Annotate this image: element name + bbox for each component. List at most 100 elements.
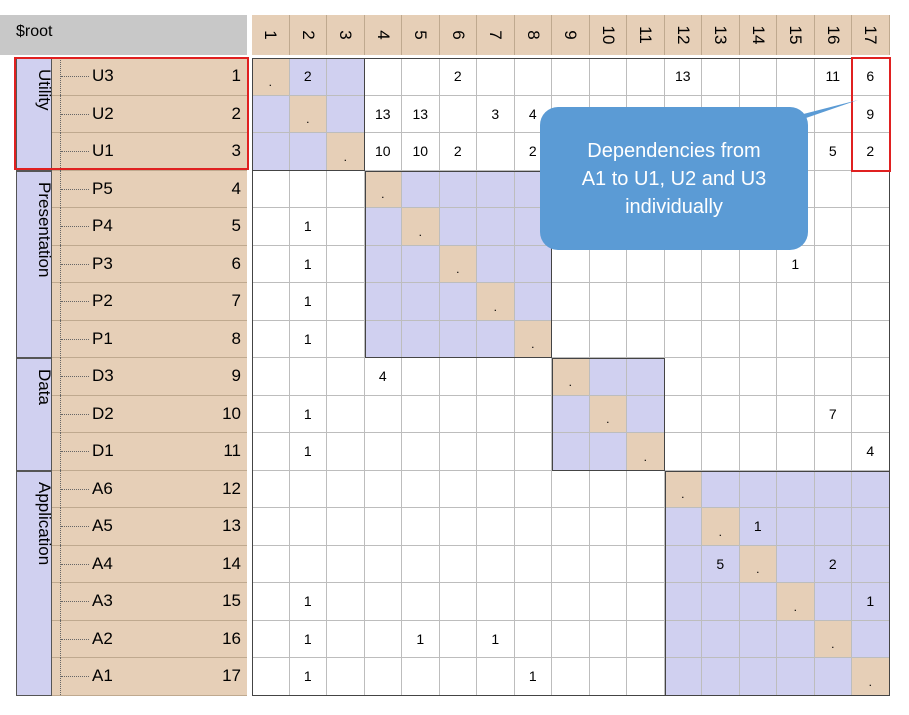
matrix-cell bbox=[664, 320, 702, 358]
matrix-cell bbox=[439, 508, 477, 546]
matrix-cell bbox=[777, 395, 815, 433]
matrix-cell bbox=[514, 620, 552, 658]
row-number: 5 bbox=[231, 216, 241, 235]
matrix-cell bbox=[777, 283, 815, 321]
row-name: A4 bbox=[92, 553, 113, 573]
row-header: U2 2 bbox=[52, 94, 247, 133]
matrix-cell bbox=[777, 620, 815, 658]
row-name: D1 bbox=[92, 441, 114, 460]
matrix-cell bbox=[252, 283, 290, 321]
dependency-cell: 1 bbox=[739, 508, 777, 546]
matrix-cell bbox=[514, 358, 552, 396]
row-name: U1 bbox=[92, 141, 114, 160]
matrix-cell bbox=[477, 545, 515, 583]
row-name: U3 bbox=[92, 66, 114, 85]
matrix-cell bbox=[552, 245, 590, 283]
matrix-cell bbox=[252, 170, 290, 208]
row-name: D2 bbox=[92, 403, 114, 423]
matrix-cell bbox=[514, 508, 552, 546]
callout-line-1: Dependencies from bbox=[587, 140, 761, 162]
column-header: 3 bbox=[327, 15, 365, 55]
group-data: Data bbox=[16, 358, 54, 471]
row-number: 13 bbox=[222, 516, 241, 535]
matrix-cell bbox=[327, 508, 365, 546]
tree-connector bbox=[60, 394, 93, 433]
row-number: 9 bbox=[231, 366, 241, 385]
matrix-cell bbox=[777, 508, 815, 546]
matrix-cell bbox=[289, 133, 327, 171]
matrix-cell bbox=[552, 283, 590, 321]
matrix-cell bbox=[477, 583, 515, 621]
matrix-cell bbox=[514, 583, 552, 621]
row-number: 15 bbox=[222, 591, 241, 610]
dependency-cell: 5 bbox=[702, 545, 740, 583]
matrix-cell bbox=[402, 58, 440, 96]
matrix-cell bbox=[664, 508, 702, 546]
matrix-cell bbox=[289, 545, 327, 583]
matrix-cell bbox=[627, 583, 665, 621]
column-header: 1 bbox=[252, 15, 290, 55]
row-header: P3 6 bbox=[52, 244, 247, 283]
row-number: 16 bbox=[222, 628, 241, 648]
matrix-cell bbox=[552, 58, 590, 96]
matrix-cell bbox=[364, 620, 402, 658]
matrix-cell bbox=[364, 245, 402, 283]
matrix-cell bbox=[852, 620, 890, 658]
matrix-cell bbox=[252, 95, 290, 133]
matrix-cell bbox=[589, 283, 627, 321]
matrix-cell bbox=[739, 583, 777, 621]
matrix-cell bbox=[627, 508, 665, 546]
matrix-cell bbox=[402, 170, 440, 208]
row-header: A1 17 bbox=[52, 657, 247, 696]
row-name: A6 bbox=[92, 478, 113, 498]
diagonal-cell: . bbox=[552, 358, 590, 396]
matrix-cell bbox=[739, 620, 777, 658]
matrix-cell bbox=[739, 245, 777, 283]
matrix-cell bbox=[439, 395, 477, 433]
matrix-cell bbox=[252, 470, 290, 508]
matrix-cell bbox=[777, 433, 815, 471]
matrix-cell bbox=[364, 508, 402, 546]
matrix-cell bbox=[402, 283, 440, 321]
row-number: 8 bbox=[231, 328, 241, 348]
row-name: A5 bbox=[92, 516, 113, 535]
matrix-cell bbox=[327, 583, 365, 621]
matrix-cell bbox=[739, 283, 777, 321]
row-name: D3 bbox=[92, 366, 114, 385]
row-header: P5 4 bbox=[52, 169, 247, 208]
matrix-cell bbox=[477, 508, 515, 546]
matrix-cell bbox=[252, 583, 290, 621]
tree-connector bbox=[60, 469, 93, 508]
matrix-cell bbox=[627, 320, 665, 358]
matrix-cell bbox=[664, 620, 702, 658]
matrix-cell bbox=[777, 470, 815, 508]
column-header: 15 bbox=[777, 15, 815, 55]
matrix-cell bbox=[364, 545, 402, 583]
diagonal-cell: . bbox=[402, 208, 440, 246]
diagonal-cell: . bbox=[439, 245, 477, 283]
row-number: 17 bbox=[222, 666, 241, 685]
matrix-cell bbox=[327, 620, 365, 658]
matrix-cell bbox=[739, 433, 777, 471]
dependency-cell: 10 bbox=[364, 133, 402, 171]
matrix-cell bbox=[514, 470, 552, 508]
matrix-cell bbox=[777, 358, 815, 396]
row-number: 3 bbox=[231, 141, 241, 160]
matrix-cell bbox=[552, 583, 590, 621]
matrix-cell bbox=[627, 470, 665, 508]
matrix-cell bbox=[327, 545, 365, 583]
matrix-cell bbox=[252, 320, 290, 358]
matrix-cell bbox=[664, 283, 702, 321]
matrix-cell bbox=[589, 245, 627, 283]
dependency-cell: 1 bbox=[289, 245, 327, 283]
matrix-cell bbox=[477, 208, 515, 246]
root-label: $root bbox=[16, 23, 53, 40]
row-header: P1 8 bbox=[52, 319, 247, 358]
dependency-cell: 1 bbox=[289, 583, 327, 621]
matrix-cell bbox=[477, 358, 515, 396]
row-number: 7 bbox=[231, 291, 241, 310]
matrix-cell bbox=[552, 620, 590, 658]
matrix-cell bbox=[327, 283, 365, 321]
matrix-cell bbox=[252, 508, 290, 546]
matrix-cell bbox=[289, 470, 327, 508]
